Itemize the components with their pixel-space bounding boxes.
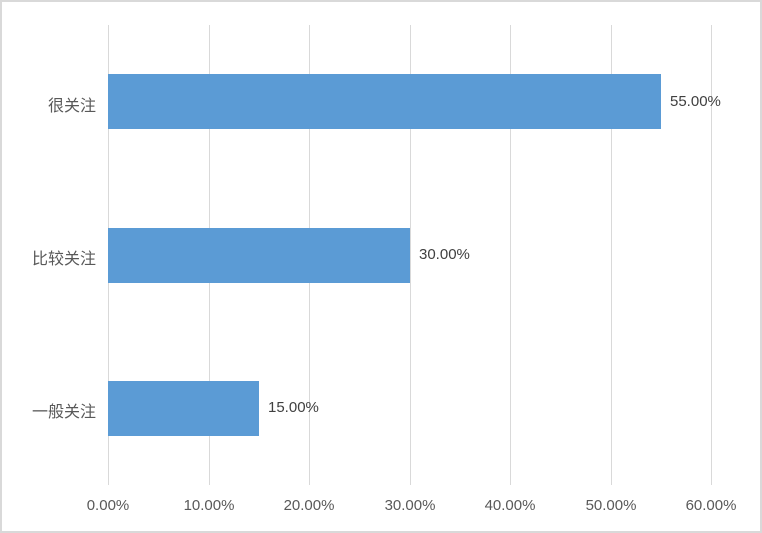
data-label: 15.00% [268,399,319,416]
gridline [611,25,612,485]
data-label: 30.00% [419,246,470,263]
category-label: 很关注 [47,98,96,115]
bar [108,228,410,283]
x-axis-tick-label: 20.00% [283,497,335,514]
category-label: 一般关注 [31,404,96,421]
gridline [711,25,712,485]
x-axis-tick-label: 40.00% [484,497,536,514]
bar [108,74,661,129]
x-axis-tick-label: 30.00% [384,497,436,514]
data-label: 55.00% [670,93,721,110]
category-label: 比较关注 [31,251,96,268]
gridline [510,25,511,485]
x-axis-tick-label: 0.00% [86,497,130,514]
bar [108,381,259,436]
x-axis-tick-label: 60.00% [685,497,737,514]
x-axis-tick-label: 50.00% [585,497,637,514]
x-axis-tick-label: 10.00% [183,497,235,514]
plot-area [108,25,712,485]
gridline [410,25,411,485]
